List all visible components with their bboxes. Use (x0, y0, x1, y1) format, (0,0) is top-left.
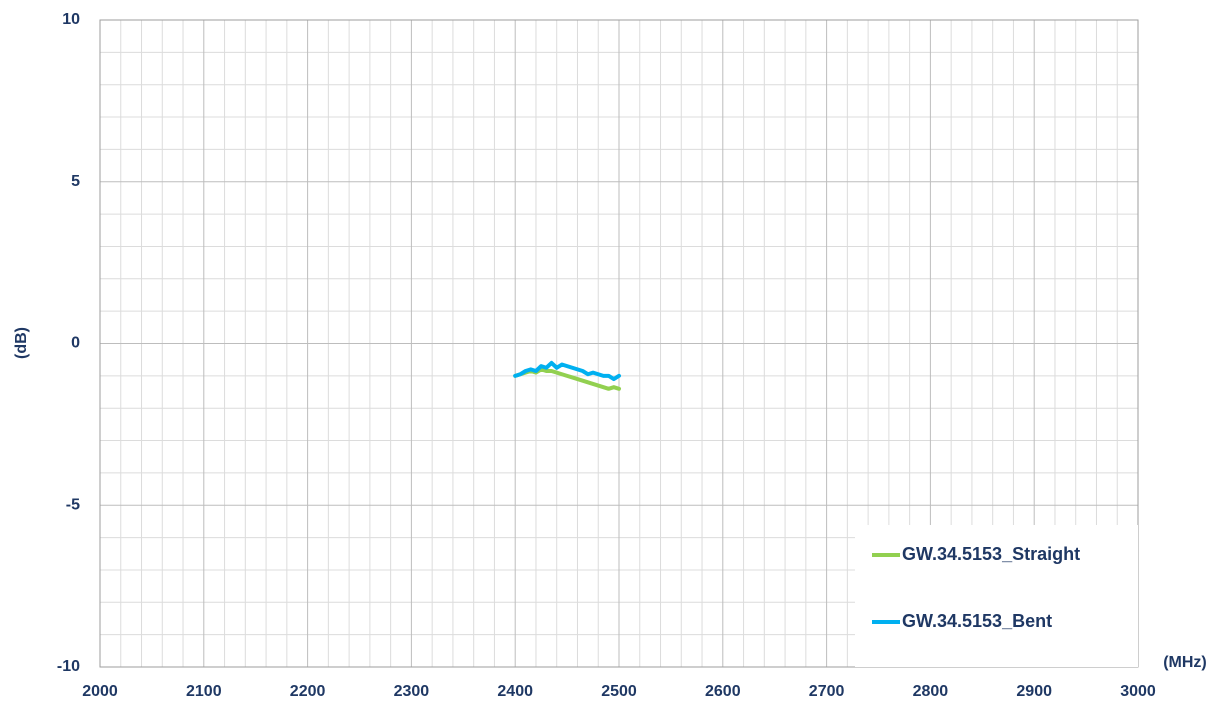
x-tick-label: 2200 (290, 683, 326, 700)
y-tick-label: 5 (71, 173, 80, 190)
y-tick-label: 0 (71, 335, 80, 352)
x-tick-label: 2400 (497, 683, 533, 700)
plot-border (99, 19, 1139, 668)
x-tick-label: 2100 (186, 683, 222, 700)
x-tick-label: 3000 (1120, 683, 1156, 700)
x-tick-label: 2500 (601, 683, 637, 700)
series-line (513, 360, 621, 382)
legend-label: GW.34.5153_Bent (902, 611, 1052, 631)
y-tick-label: -10 (57, 658, 80, 675)
x-tick-label: 2800 (913, 683, 949, 700)
x-tick-label: 2700 (809, 683, 845, 700)
x-tick-label: 2900 (1016, 683, 1052, 700)
x-tick-label: 2000 (82, 683, 118, 700)
x-tick-label: 2300 (394, 683, 430, 700)
x-tick-label: 2600 (705, 683, 741, 700)
x-axis-label: (MHz) (1163, 654, 1207, 671)
legend-box (855, 525, 1138, 667)
y-axis-label: (dB) (13, 327, 30, 359)
legend-label: GW.34.5153_Straight (902, 544, 1080, 564)
series-line (513, 367, 621, 391)
y-tick-label: 10 (62, 11, 80, 28)
y-tick-label: -5 (66, 496, 80, 513)
